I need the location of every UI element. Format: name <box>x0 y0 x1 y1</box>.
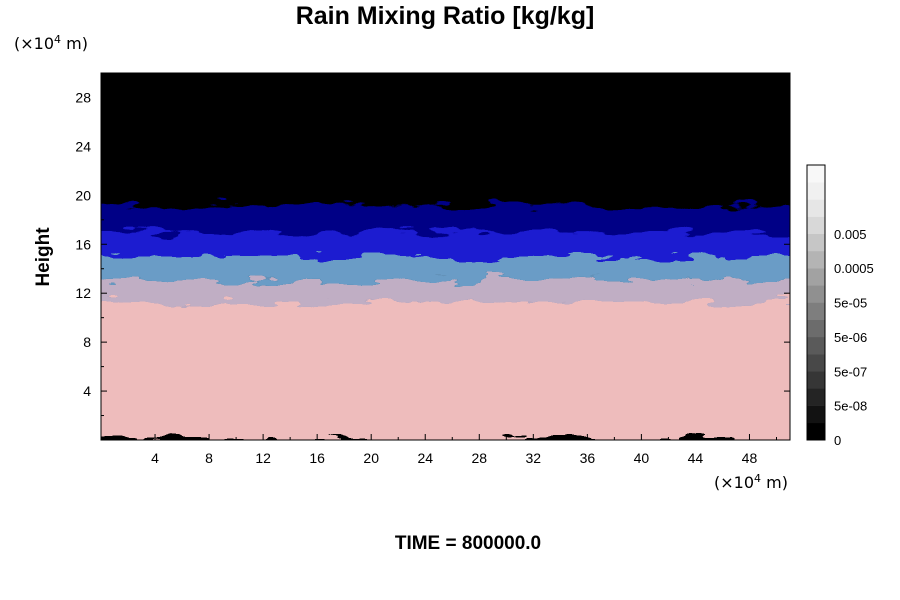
colorbar-swatch <box>807 405 825 424</box>
y-tick-label: 8 <box>83 334 91 350</box>
x-tick-label: 4 <box>151 450 159 466</box>
time-label: TIME = 800000.0 <box>395 533 541 554</box>
field-band-2 <box>101 256 790 281</box>
y-tick-label: 4 <box>83 383 91 399</box>
x-tick-label: 28 <box>471 450 487 466</box>
y-axis-label: Height <box>33 227 54 287</box>
colorbar-swatch <box>807 182 825 200</box>
x-tick-label: 20 <box>363 450 379 466</box>
colorbar-tick-label: 0 <box>834 433 841 448</box>
y-tick-label: 16 <box>75 236 91 252</box>
field-band-5 <box>101 73 790 206</box>
chart-title: Rain Mixing Ratio [kg/kg] <box>296 2 595 30</box>
field-band-1 <box>101 280 790 303</box>
y-tick-label: 28 <box>75 89 91 105</box>
field-band-0 <box>101 302 790 440</box>
colorbar-swatch <box>807 233 825 252</box>
colorbar-tick-label: 0.0005 <box>834 261 874 276</box>
plot-area <box>101 73 790 440</box>
colorbar-swatch <box>807 388 825 406</box>
colorbar: 0 5e-08 5e-07 5e-06 5e-05 0.0005 0.005 <box>806 164 874 448</box>
x-tick-label: 32 <box>526 450 542 466</box>
colorbar-swatch <box>807 371 825 389</box>
x-axis: 4 8 12 16 20 24 28 32 36 40 44 48 <box>127 434 777 466</box>
x-tick-label: 12 <box>255 450 271 466</box>
colorbar-frame <box>806 164 826 441</box>
colorbar-tick-label: 0.005 <box>834 227 867 242</box>
colorbar-swatch <box>807 199 825 217</box>
y-unit-label: (×104 m) <box>14 33 88 53</box>
colorbar-tick-label: 5e-05 <box>834 296 867 311</box>
y-axis: 4 8 12 16 20 24 28 <box>75 89 790 417</box>
x-tick-label: 8 <box>205 450 213 466</box>
colorbar-swatch <box>807 302 825 320</box>
colorbar-swatch <box>807 319 825 338</box>
colorbar-tick-label: 5e-06 <box>834 330 867 345</box>
colorbar-swatch <box>807 285 825 303</box>
x-tick-label: 44 <box>688 450 704 466</box>
colorbar-swatch <box>807 336 825 355</box>
field-band-3 <box>101 232 790 257</box>
colorbar-swatch <box>807 422 825 441</box>
x-unit-label: (×104 m) <box>714 472 788 492</box>
colorbar-swatch <box>807 268 825 286</box>
x-tick-label: 16 <box>309 450 325 466</box>
colorbar-swatch <box>807 165 825 183</box>
x-tick-label: 48 <box>742 450 758 466</box>
x-tick-label: 36 <box>580 450 596 466</box>
colorbar-swatch <box>807 216 825 235</box>
x-tick-label: 24 <box>417 450 433 466</box>
y-tick-label: 20 <box>75 187 91 203</box>
y-tick-label: 12 <box>75 285 91 301</box>
colorbar-swatch <box>807 354 825 372</box>
x-tick-label: 40 <box>634 450 650 466</box>
field-band-4 <box>101 205 790 233</box>
plot-frame <box>100 72 791 441</box>
y-tick-label: 24 <box>75 138 91 154</box>
colorbar-swatch <box>807 250 825 269</box>
field-bands <box>101 73 790 440</box>
colorbar-tick-label: 5e-07 <box>834 364 867 379</box>
colorbar-tick-label: 5e-08 <box>834 399 867 414</box>
